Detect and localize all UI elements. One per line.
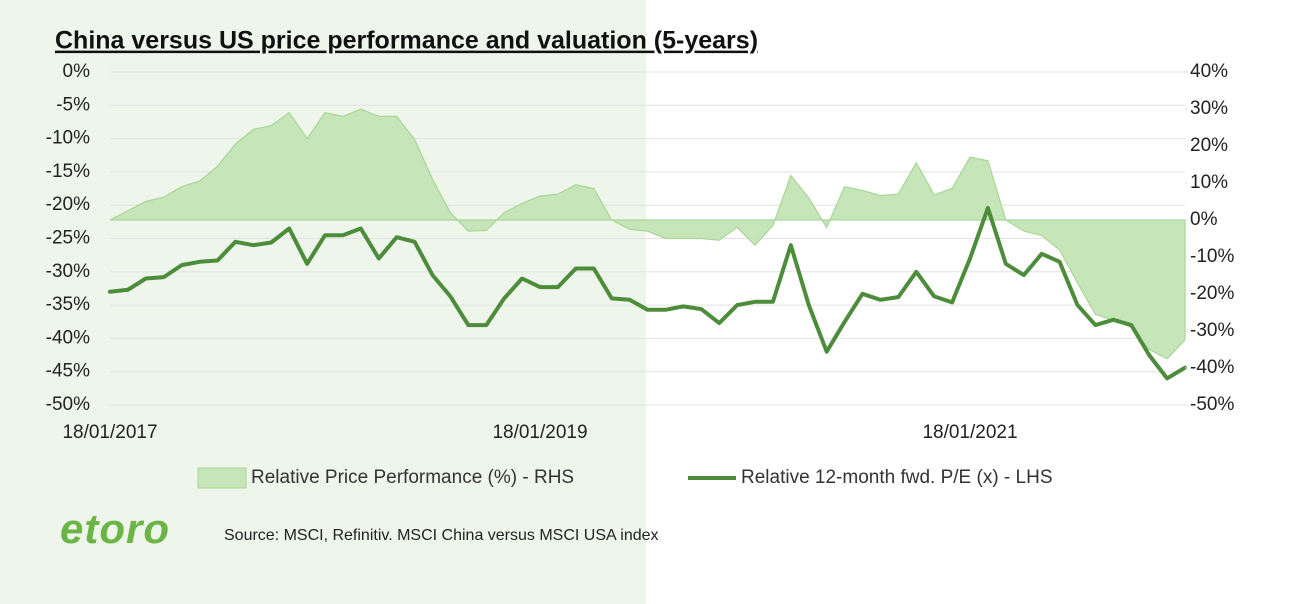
y2-tick-label: -10% bbox=[1190, 246, 1234, 267]
y-tick-label: -15% bbox=[46, 161, 90, 182]
y2-tick-label: 0% bbox=[1190, 209, 1218, 230]
y2-tick-label: 10% bbox=[1190, 172, 1228, 193]
x-tick-label: 18/01/2021 bbox=[922, 422, 1017, 443]
x-tick-label: 18/01/2019 bbox=[492, 422, 587, 443]
line bbox=[108, 205, 1187, 381]
plot bbox=[108, 108, 1187, 381]
y-tick-label: -20% bbox=[46, 194, 90, 215]
y2-tick-label: -20% bbox=[1190, 283, 1234, 304]
y2-tick-label: -50% bbox=[1190, 394, 1234, 415]
y2-tick-label: 40% bbox=[1190, 61, 1228, 82]
y2-tick-label: -40% bbox=[1190, 357, 1234, 378]
source-note: Source: MSCI, Refinitiv. MSCI China vers… bbox=[224, 527, 659, 544]
legend: Relative Price Performance (%) - RHS Rela… bbox=[197, 467, 1053, 489]
logo: etoro bbox=[60, 505, 170, 552]
y2-tick-label: 30% bbox=[1190, 98, 1228, 119]
legend-swatch bbox=[197, 467, 247, 489]
y2-tick-label: 20% bbox=[1190, 135, 1228, 156]
highlight-band bbox=[0, 0, 646, 604]
y-tick-label: -25% bbox=[46, 228, 90, 249]
y-tick-label: -30% bbox=[46, 261, 90, 282]
y-tick-label: -40% bbox=[46, 327, 90, 348]
y2-tick-label: -30% bbox=[1190, 320, 1234, 341]
axes: 0% -5% -10% -15% -20% -25% -30% -35% -40% -45% -50… bbox=[46, 61, 1235, 443]
y-tick-label: -50% bbox=[46, 394, 90, 415]
x-tick-label: 18/01/2017 bbox=[62, 422, 157, 443]
y-tick-label: -10% bbox=[46, 128, 90, 149]
legend-label: Relative 12-month fwd. P/E (x) - LHS bbox=[741, 467, 1053, 488]
y-tick-label: -45% bbox=[46, 361, 90, 382]
chart-title: China versus US price performance and va… bbox=[55, 27, 758, 55]
y-tick-label: 0% bbox=[63, 61, 91, 82]
y-tick-label: -5% bbox=[56, 94, 90, 115]
area bbox=[109, 108, 1186, 360]
y-tick-label: -35% bbox=[46, 294, 90, 315]
legend-label: Relative Price Performance (%) - RHS bbox=[251, 467, 574, 488]
